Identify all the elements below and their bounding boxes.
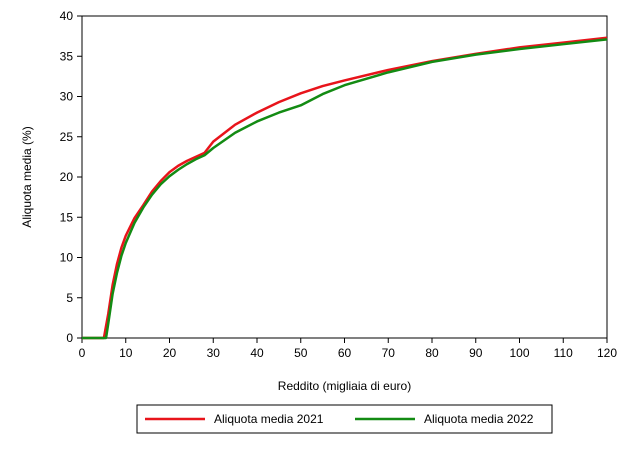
x-tick-label: 30 — [207, 346, 221, 360]
x-tick-label: 10 — [119, 346, 133, 360]
y-tick-label: 30 — [60, 90, 74, 104]
legend-box — [136, 404, 553, 434]
x-axis: 0 10 20 30 40 50 60 70 80 90 100 110 120 — [79, 338, 617, 360]
x-tick-label: 40 — [250, 346, 264, 360]
x-tick-label: 120 — [597, 346, 617, 360]
y-tick-label: 0 — [66, 331, 73, 345]
y-tick-label: 25 — [60, 130, 74, 144]
y-tick-label: 35 — [60, 49, 74, 63]
x-axis-title: Reddito (migliaia di euro) — [278, 379, 411, 393]
x-tick-label: 100 — [509, 346, 529, 360]
y-axis: 0 5 10 15 20 25 30 35 40 — [60, 9, 82, 345]
x-tick-label: 90 — [469, 346, 483, 360]
legend-label-2022: Aliquota media 2022 — [424, 412, 534, 426]
y-tick-label: 15 — [60, 210, 74, 224]
x-tick-label: 50 — [294, 346, 308, 360]
y-tick-label: 20 — [60, 170, 74, 184]
series-line-2022 — [82, 38, 608, 340]
series-lines — [82, 36, 608, 340]
x-tick-label: 20 — [163, 346, 177, 360]
x-tick-label: 70 — [382, 346, 396, 360]
series-line-2021 — [82, 36, 608, 340]
x-tick-label: 0 — [79, 346, 86, 360]
y-tick-label: 40 — [60, 9, 74, 23]
y-tick-label: 10 — [60, 251, 74, 265]
x-tick-label: 60 — [338, 346, 352, 360]
y-tick-label: 5 — [66, 291, 73, 305]
plot-frame — [81, 15, 608, 339]
legend: Aliquota media 2021 Aliquota media 2022 — [136, 404, 553, 434]
x-tick-label: 110 — [554, 346, 573, 360]
y-axis-title: Aliquota media (%) — [20, 126, 34, 227]
legend-label-2021: Aliquota media 2021 — [214, 412, 324, 426]
x-tick-label: 80 — [425, 346, 439, 360]
